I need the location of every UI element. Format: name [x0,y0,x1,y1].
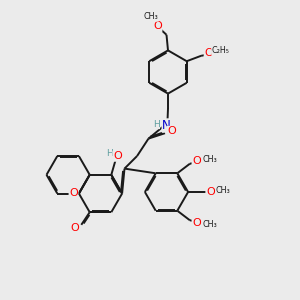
Text: CH₃: CH₃ [143,12,158,21]
Text: O: O [113,151,122,161]
Text: O: O [153,21,162,32]
Text: O: O [167,126,176,136]
Text: O: O [69,188,78,199]
Text: C₂H₅: C₂H₅ [212,46,230,55]
Text: O: O [192,156,201,166]
Text: O: O [206,187,215,197]
Text: CH₃: CH₃ [202,220,217,229]
Text: O: O [70,224,79,233]
Text: O: O [192,218,201,228]
Text: O: O [204,48,213,59]
Text: H: H [153,120,160,129]
Text: CH₃: CH₃ [216,186,231,195]
Text: H: H [106,149,112,158]
Text: N: N [162,119,171,132]
Text: CH₃: CH₃ [202,155,217,164]
